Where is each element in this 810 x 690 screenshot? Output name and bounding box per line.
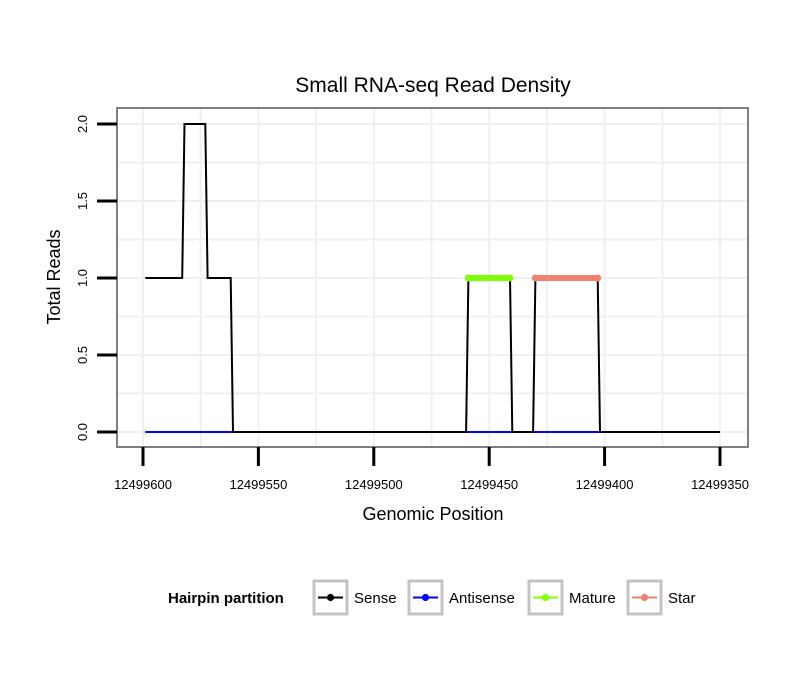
legend: Hairpin partition Sense Antisense Mature St… (168, 579, 696, 616)
y-tick-label: 0.5 (75, 346, 90, 364)
x-tick-label: 12499600 (114, 477, 172, 492)
grid-lines (117, 108, 748, 447)
data-point-star (531, 274, 539, 282)
chart-title: Small RNA-seq Read Density (295, 74, 571, 97)
y-tick-label: 2.0 (75, 115, 90, 133)
x-tick-label: 12499450 (460, 477, 518, 492)
x-axis-title: Genomic Position (362, 504, 503, 524)
series-layer (145, 123, 720, 433)
x-tick-label: 12499350 (691, 477, 749, 492)
legend-key-point (640, 593, 649, 602)
data-point-star (594, 274, 602, 282)
legend-key-point (326, 593, 335, 602)
legend-item-antisense: Antisense (407, 579, 515, 616)
data-point-mature (506, 274, 514, 282)
data-point-mature (464, 274, 472, 282)
y-tick-label: 1.0 (75, 269, 90, 287)
y-axis-title: Total Reads (44, 229, 64, 324)
y-axis: 0.0 0.5 1.0 1.5 2.0 (75, 115, 117, 441)
legend-label: Antisense (449, 590, 515, 607)
x-tick-label: 12499500 (345, 477, 403, 492)
legend-label: Sense (354, 590, 397, 607)
x-tick-label: 12499550 (229, 477, 287, 492)
x-tick-label: 12499400 (576, 477, 634, 492)
x-axis: 12499600 12499550 12499500 12499450 12499400… (114, 447, 749, 492)
legend-key-point (541, 593, 550, 602)
legend-item-mature: Mature (527, 579, 616, 616)
legend-key-point (421, 593, 430, 602)
legend-label: Star (668, 590, 696, 607)
legend-title: Hairpin partition (168, 590, 284, 607)
y-tick-label: 1.5 (75, 192, 90, 210)
legend-item-star: Star (626, 579, 696, 616)
legend-item-sense: Sense (312, 579, 397, 616)
legend-label: Mature (569, 590, 616, 607)
y-tick-label: 0.0 (75, 423, 90, 441)
